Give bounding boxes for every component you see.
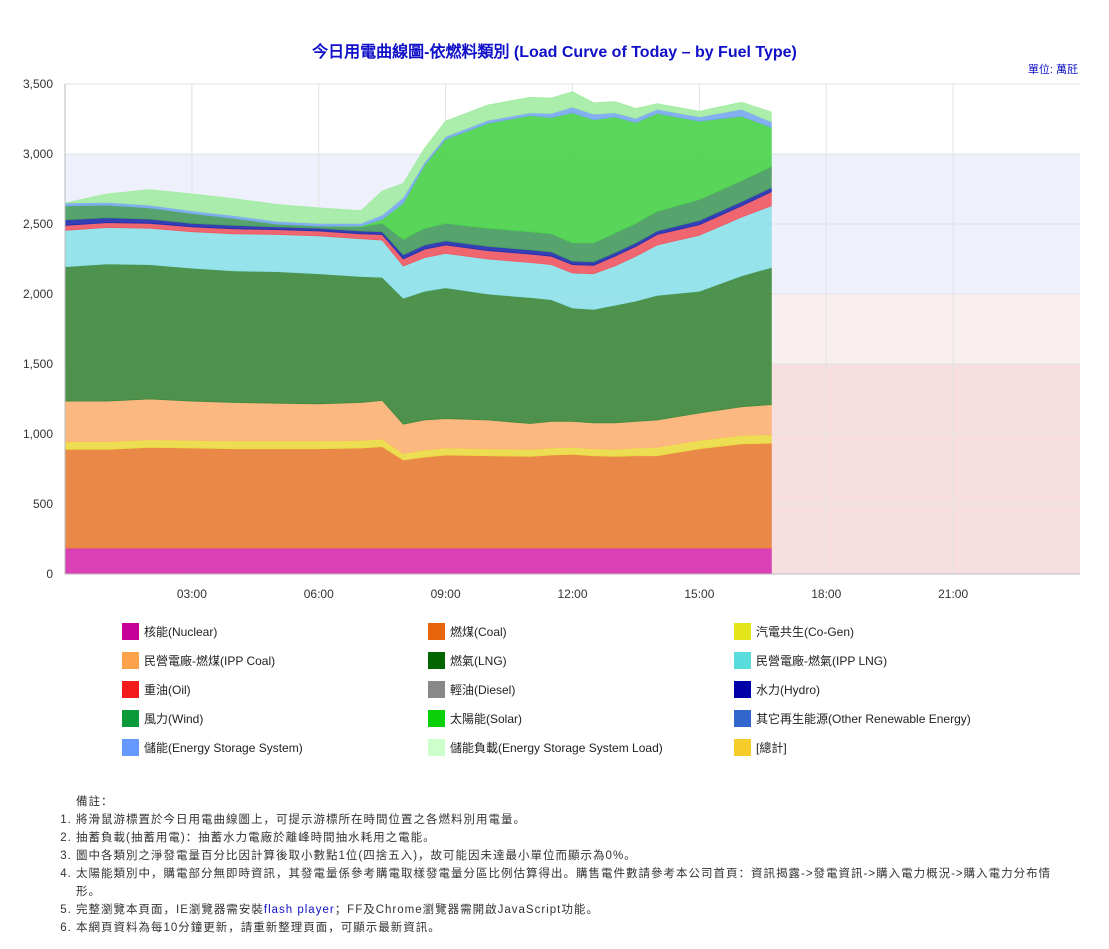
legend-label: 輕油(Diesel) — [450, 682, 516, 697]
legend-swatch — [428, 709, 445, 727]
y-tick-label: 3,500 — [23, 77, 53, 91]
area-nuclear[interactable] — [64, 547, 772, 575]
note-item: 太陽能類別中，購電部分無即時資訊，其發電量係參考購電取樣發電量分區比例估算得出。… — [76, 865, 1068, 901]
legend-label: 風力(Wind) — [144, 711, 204, 726]
note-item: 本網頁資料為每10分鐘更新，請重新整理頁面，可顯示最新資訊。 — [76, 919, 1068, 937]
area-coal[interactable] — [64, 442, 772, 549]
axis-layer: 0 500 1,000 1,500 2,000 2,500 3,000 3,500 03:00 0… — [23, 77, 1080, 601]
notes-section: 備註： 將滑鼠游標置於今日用電曲線圖上，可提示游標所在時間位置之各燃料別用電量。… — [58, 793, 1068, 937]
y-tick-label: 3,000 — [23, 147, 53, 161]
legend-item-other-renewable[interactable]: 其它再生能源(Other Renewable Energy) — [734, 709, 971, 727]
legend-item-solar[interactable]: 太陽能(Solar) — [428, 709, 522, 727]
legend-item-coal[interactable]: 燃煤(Coal) — [428, 622, 507, 640]
x-tick-label: 12:00 — [557, 587, 587, 601]
area-layer[interactable] — [64, 91, 772, 575]
legend-swatch — [122, 651, 139, 669]
notes-list: 將滑鼠游標置於今日用電曲線圖上，可提示游標所在時間位置之各燃料別用電量。 抽蓄負… — [58, 811, 1068, 937]
area-storage-load[interactable] — [64, 91, 772, 224]
legend-item-storage-load[interactable]: 儲能負載(Energy Storage System Load) — [428, 738, 663, 756]
x-tick-label: 09:00 — [431, 587, 461, 601]
legend-label: 儲能負載(Energy Storage System Load) — [450, 740, 663, 755]
legend-swatch — [428, 738, 445, 756]
legend-swatch — [122, 738, 139, 756]
legend-label: 民營電廠-燃煤(IPP Coal) — [144, 653, 276, 668]
y-tick-label: 1,000 — [23, 427, 53, 441]
legend-label: 汽電共生(Co-Gen) — [756, 624, 855, 639]
legend-label: 燃氣(LNG) — [450, 653, 507, 668]
x-tick-label: 21:00 — [938, 587, 968, 601]
legend-swatch — [122, 680, 139, 698]
legend-label: 重油(Oil) — [144, 682, 191, 697]
legend-swatch — [122, 709, 139, 727]
legend-label: 核能(Nuclear) — [144, 624, 218, 639]
legend-item-diesel[interactable]: 輕油(Diesel) — [428, 680, 515, 698]
legend-swatch — [734, 651, 751, 669]
legend-label: 民營電廠-燃氣(IPP LNG) — [756, 653, 888, 668]
legend-swatch — [428, 622, 445, 640]
y-tick-label: 2,500 — [23, 217, 53, 231]
note-item: 抽蓄負載(抽蓄用電)：抽蓄水力電廠於離峰時間抽水耗用之電能。 — [76, 829, 1068, 847]
legend-item-total[interactable]: [總計] — [734, 738, 787, 756]
note-item: 完整瀏覽本頁面，IE瀏覽器需安裝flash player；FF及Chrome瀏覽… — [76, 901, 1068, 919]
legend-item-ipp-lng[interactable]: 民營電廠-燃氣(IPP LNG) — [734, 651, 887, 669]
legend-swatch — [428, 651, 445, 669]
legend-item-ipp-coal[interactable]: 民營電廠-燃煤(IPP Coal) — [122, 651, 275, 669]
x-tick-label: 06:00 — [304, 587, 334, 601]
legend-item-energy-storage[interactable]: 儲能(Energy Storage System) — [122, 738, 303, 756]
legend-item-nuclear[interactable]: 核能(Nuclear) — [122, 622, 217, 640]
legend-label: 其它再生能源(Other Renewable Energy) — [756, 711, 971, 726]
note-text: 完整瀏覽本頁面，IE瀏覽器需安裝 — [76, 904, 264, 916]
legend-swatch — [428, 680, 445, 698]
legend-swatch — [734, 680, 751, 698]
legend-label: 太陽能(Solar) — [450, 711, 523, 726]
legend-item-cogen[interactable]: 汽電共生(Co-Gen) — [734, 622, 854, 640]
legend-label: [總計] — [756, 740, 787, 755]
unit-label: 單位: 萬瓩 — [1027, 64, 1078, 76]
flash-player-link[interactable]: flash player — [263, 904, 335, 916]
y-tick-label: 500 — [33, 497, 53, 511]
legend-item-lng[interactable]: 燃氣(LNG) — [428, 651, 507, 669]
y-tick-label: 0 — [46, 567, 53, 581]
legend-label: 儲能(Energy Storage System) — [144, 740, 303, 755]
note-text: ；FF及Chrome瀏覽器需開啟JavaScript功能。 — [334, 904, 599, 916]
y-tick-label: 1,500 — [23, 357, 53, 371]
legend-item-hydro[interactable]: 水力(Hydro) — [734, 680, 820, 698]
legend-item-oil[interactable]: 重油(Oil) — [122, 680, 191, 698]
legend-item-wind[interactable]: 風力(Wind) — [122, 709, 203, 727]
x-tick-label: 18:00 — [811, 587, 841, 601]
note-item: 圖中各類別之淨發電量百分比因計算後取小數點1位(四捨五入)，故可能因未達最小單位… — [76, 847, 1068, 865]
legend-swatch — [122, 622, 139, 640]
load-curve-chart[interactable]: 0 500 1,000 1,500 2,000 2,500 3,000 3,500 03:00 0… — [0, 0, 1109, 610]
legend-swatch — [734, 738, 751, 756]
note-item: 將滑鼠游標置於今日用電曲線圖上，可提示游標所在時間位置之各燃料別用電量。 — [76, 811, 1068, 829]
chart-title: 今日用電曲線圖-依燃料類別 (Load Curve of Today – by … — [312, 44, 797, 61]
x-tick-label: 03:00 — [177, 587, 207, 601]
notes-title: 備註： — [76, 796, 114, 808]
legend-label: 燃煤(Coal) — [450, 624, 507, 639]
legend-swatch — [734, 622, 751, 640]
x-tick-label: 15:00 — [684, 587, 714, 601]
legend-swatch — [734, 709, 751, 727]
y-tick-label: 2,000 — [23, 287, 53, 301]
legend-label: 水力(Hydro) — [756, 682, 821, 697]
